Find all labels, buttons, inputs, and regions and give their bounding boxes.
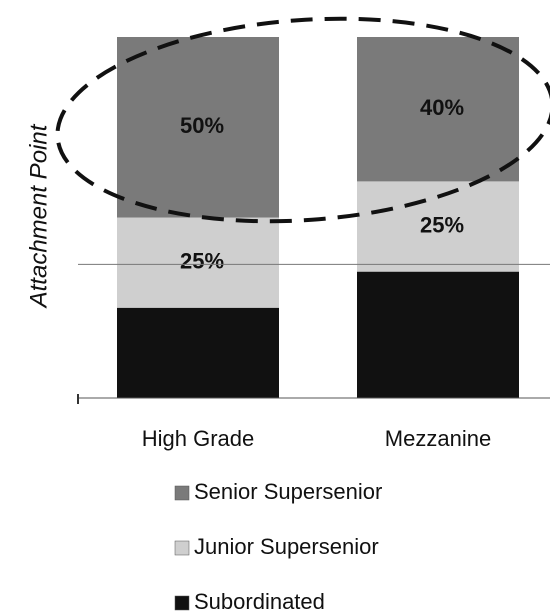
legend-label: Senior Supersenior: [194, 479, 382, 504]
data-label: 50%: [180, 113, 224, 138]
bar-segment: [357, 271, 519, 398]
legend-label: Subordinated: [194, 589, 325, 614]
bar-segment: [117, 217, 279, 308]
data-label: 25%: [180, 248, 224, 273]
legend-swatch: [174, 540, 190, 556]
x-tick-label: Mezzanine: [385, 426, 491, 451]
annotation-ellipse: [55, 16, 550, 224]
y-axis-label: Attachment Point: [25, 123, 52, 309]
data-label: 40%: [420, 95, 464, 120]
legend-swatch: [174, 485, 190, 501]
bar-segment: [357, 37, 519, 182]
x-tick-label: High Grade: [142, 426, 255, 451]
bar-segment: [117, 307, 279, 398]
data-label: 25%: [420, 212, 464, 237]
bar-segment: [117, 37, 279, 218]
legend-swatch: [174, 595, 190, 611]
legend-label: Junior Supersenior: [194, 534, 379, 559]
